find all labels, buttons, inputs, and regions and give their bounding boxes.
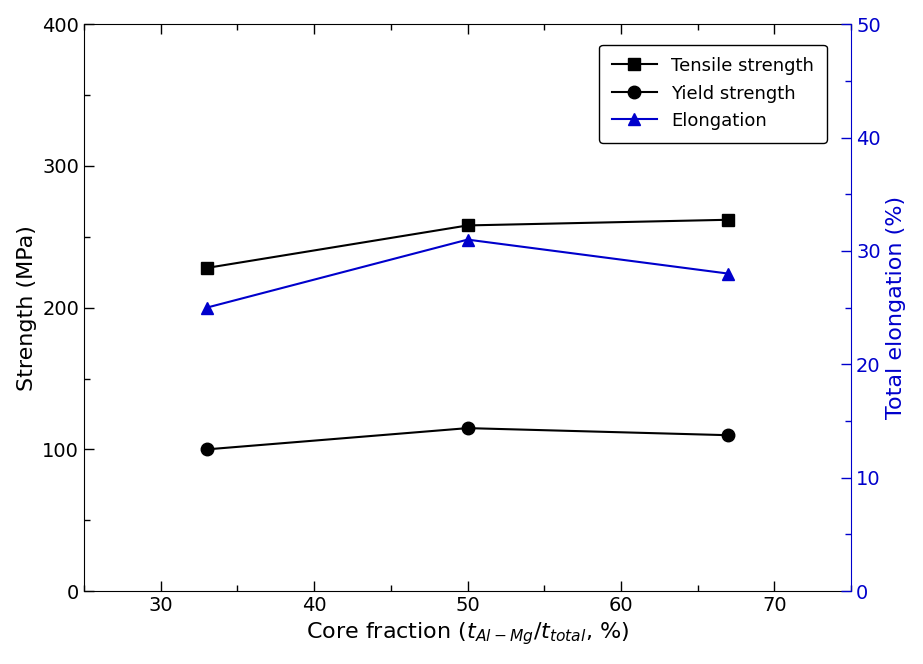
Y-axis label: Strength (MPa): Strength (MPa) <box>17 224 37 390</box>
Elongation <box>201 303 212 311</box>
Yield strength <box>462 424 473 432</box>
Y-axis label: Total elongation (%): Total elongation (%) <box>886 196 906 419</box>
Tensile strength <box>462 222 473 230</box>
Elongation <box>723 270 734 278</box>
Line: Elongation: Elongation <box>200 233 735 314</box>
Line: Yield strength: Yield strength <box>200 422 735 456</box>
Tensile strength <box>723 216 734 224</box>
X-axis label: Core fraction ($t_{Al-Mg}/t_{total}$, %): Core fraction ($t_{Al-Mg}/t_{total}$, %) <box>306 621 629 647</box>
Elongation <box>462 236 473 244</box>
Tensile strength <box>201 264 212 272</box>
Yield strength <box>201 446 212 454</box>
Legend: Tensile strength, Yield strength, Elongation: Tensile strength, Yield strength, Elonga… <box>599 44 827 143</box>
Yield strength <box>723 431 734 439</box>
Line: Tensile strength: Tensile strength <box>200 214 735 274</box>
